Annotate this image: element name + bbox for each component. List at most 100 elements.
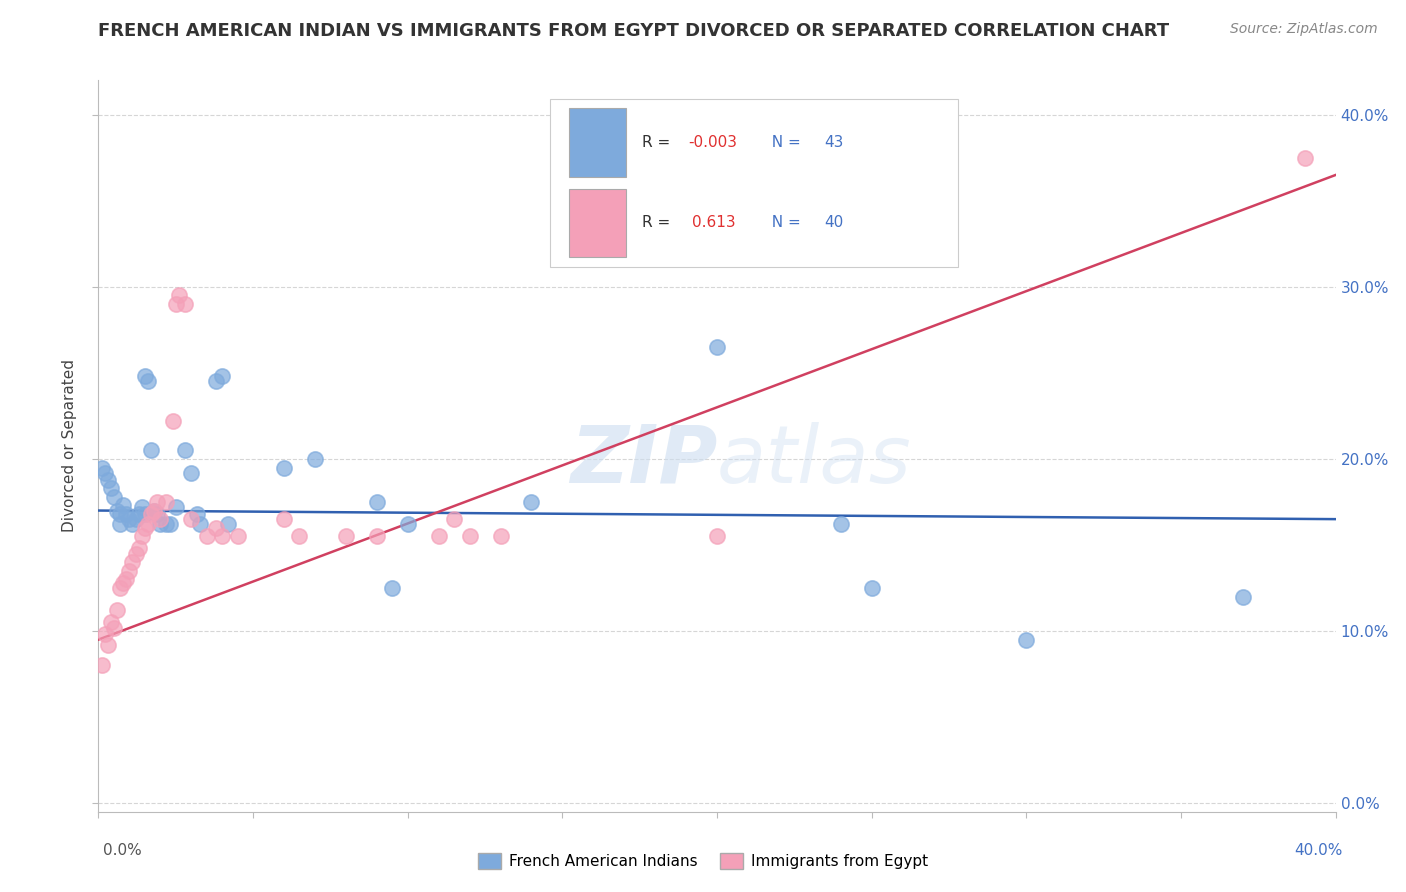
Point — [118, 564, 141, 578]
Point — [217, 517, 239, 532]
Point — [180, 466, 202, 480]
Point — [146, 495, 169, 509]
Point — [134, 369, 156, 384]
Point — [131, 500, 153, 514]
Point — [143, 503, 166, 517]
Point — [706, 340, 728, 354]
Legend: French American Indians, Immigrants from Egypt: French American Indians, Immigrants from… — [472, 847, 934, 875]
FancyBboxPatch shape — [568, 108, 626, 177]
Point — [136, 375, 159, 389]
Text: R =: R = — [641, 215, 679, 230]
Point — [304, 451, 326, 466]
Point — [108, 581, 131, 595]
Point — [180, 512, 202, 526]
Point — [205, 375, 228, 389]
Point — [97, 473, 120, 487]
Text: N =: N = — [762, 215, 806, 230]
Point — [134, 521, 156, 535]
Point — [121, 517, 143, 532]
Point — [211, 529, 233, 543]
Point — [124, 547, 146, 561]
Point — [90, 658, 112, 673]
Point — [706, 529, 728, 543]
Text: atlas: atlas — [717, 422, 912, 500]
Point — [143, 503, 166, 517]
Point — [108, 517, 131, 532]
Point — [134, 507, 156, 521]
Text: FRENCH AMERICAN INDIAN VS IMMIGRANTS FROM EGYPT DIVORCED OR SEPARATED CORRELATIO: FRENCH AMERICAN INDIAN VS IMMIGRANTS FRO… — [98, 22, 1170, 40]
FancyBboxPatch shape — [550, 99, 959, 267]
Point — [90, 460, 112, 475]
Point — [93, 627, 115, 641]
Point — [830, 517, 852, 532]
Point — [1232, 590, 1254, 604]
Point — [211, 369, 233, 384]
Point — [115, 507, 138, 521]
Point — [366, 529, 388, 543]
Point — [381, 581, 404, 595]
Point — [103, 490, 125, 504]
Point — [105, 603, 128, 617]
Point — [489, 529, 512, 543]
Point — [155, 517, 177, 532]
Point — [174, 297, 197, 311]
Text: ZIP: ZIP — [569, 422, 717, 500]
Point — [118, 512, 141, 526]
Point — [139, 507, 162, 521]
Point — [1015, 632, 1038, 647]
Point — [149, 517, 172, 532]
FancyBboxPatch shape — [568, 188, 626, 257]
Point — [139, 443, 162, 458]
Point — [112, 499, 135, 513]
Point — [174, 443, 197, 458]
Point — [128, 541, 150, 556]
Point — [860, 581, 883, 595]
Text: -0.003: -0.003 — [689, 135, 738, 150]
Point — [520, 495, 543, 509]
Point — [1294, 151, 1316, 165]
Point — [155, 495, 177, 509]
Point — [273, 512, 295, 526]
Point — [366, 495, 388, 509]
Point — [427, 529, 450, 543]
Point — [288, 529, 311, 543]
Point — [186, 507, 208, 521]
Text: 0.0%: 0.0% — [103, 843, 142, 858]
Text: Source: ZipAtlas.com: Source: ZipAtlas.com — [1230, 22, 1378, 37]
Point — [190, 517, 212, 532]
Point — [128, 507, 150, 521]
Point — [273, 460, 295, 475]
Point — [103, 621, 125, 635]
Text: N =: N = — [762, 135, 806, 150]
Y-axis label: Divorced or Separated: Divorced or Separated — [62, 359, 77, 533]
Point — [131, 529, 153, 543]
Text: 43: 43 — [825, 135, 844, 150]
Point — [136, 517, 159, 532]
Point — [165, 297, 187, 311]
Point — [115, 573, 138, 587]
Point — [226, 529, 249, 543]
Point — [443, 512, 465, 526]
Point — [458, 529, 481, 543]
Point — [124, 512, 146, 526]
Point — [162, 414, 184, 428]
Point — [396, 517, 419, 532]
Point — [108, 507, 131, 521]
Point — [149, 512, 172, 526]
Point — [335, 529, 357, 543]
Text: 40: 40 — [825, 215, 844, 230]
Text: 40.0%: 40.0% — [1295, 843, 1343, 858]
Text: 0.613: 0.613 — [692, 215, 735, 230]
Point — [105, 503, 128, 517]
Point — [93, 466, 115, 480]
Point — [100, 481, 122, 495]
Point — [165, 500, 187, 514]
Point — [167, 288, 190, 302]
Point — [100, 615, 122, 630]
Point — [146, 507, 169, 521]
Point — [121, 555, 143, 569]
Point — [159, 517, 181, 532]
Point — [195, 529, 218, 543]
Text: R =: R = — [641, 135, 675, 150]
Point — [112, 575, 135, 590]
